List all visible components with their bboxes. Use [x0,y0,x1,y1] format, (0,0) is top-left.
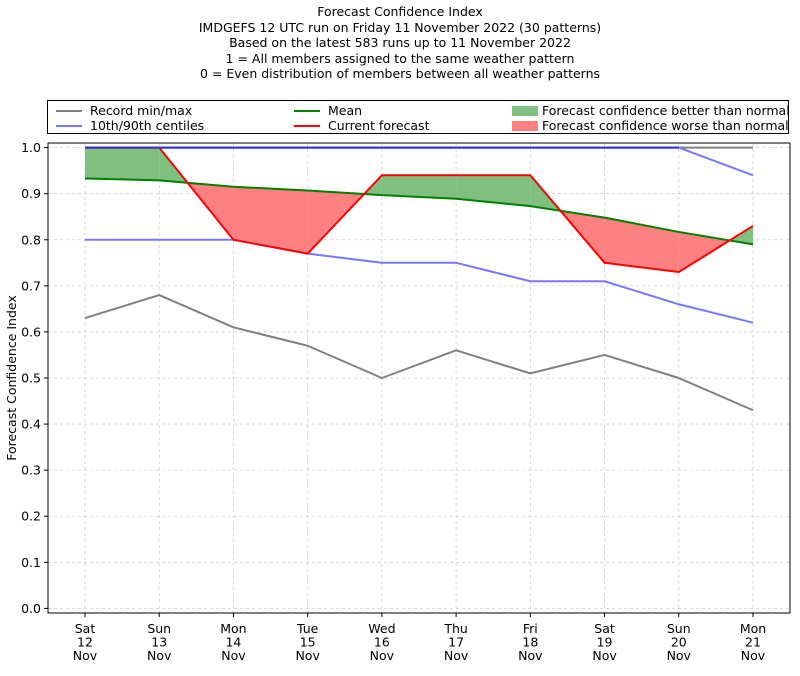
legend-label: Mean [328,103,363,118]
y-axis-label: Forecast Confidence Index [4,295,19,461]
y-tick-label: 0.8 [21,232,41,247]
x-tick-label-day: Thu [443,621,467,636]
fills [85,147,753,273]
x-tick-label-month: Nov [295,648,320,663]
x-tick-label-day: Fri [523,621,538,636]
x-axis: Sat12NovSun13NovMon14NovTue15NovWed16Nov… [73,613,766,663]
x-tick-label-date: 14 [225,635,241,650]
series-90th-centile [85,146,754,177]
x-tick-label-date: 12 [77,635,93,650]
legend-label: Forecast confidence worse than normal [542,118,789,133]
x-tick-label-date: 15 [300,635,316,650]
x-tick-label-month: Nov [221,648,246,663]
y-tick-label: 0.9 [21,186,41,201]
y-axis: 0.0 0.1 0.2 0.3 0.4 0.5 0.6 0.7 0.8 0.9 1.0 [21,140,48,616]
series-10th-centile [85,238,754,324]
legend-swatch [512,105,538,116]
legend: Record min/max 10th/90th centiles Mean C… [47,100,790,134]
series-mean [84,177,754,246]
x-tick-label-day: Sat [75,621,96,636]
x-tick-label-date: 19 [597,635,613,650]
x-tick-label-month: Nov [444,648,469,663]
x-tick-label-day: Tue [296,621,319,636]
x-tick-label-day: Mon [220,621,246,636]
legend-item-worse: Forecast confidence worse than normal [512,118,789,133]
subtitle-line: 0 = Even distribution of members between… [199,66,601,81]
legend-item-centiles: 10th/90th centiles [56,118,204,133]
y-tick-label: 1.0 [21,140,41,155]
subtitle-line: IMDGEFS 12 UTC run on Friday 11 November… [198,19,602,35]
x-tick-label-month: Nov [73,648,98,663]
y-tick-label: 0.1 [21,555,41,570]
x-tick-label-date: 21 [745,635,761,650]
x-tick-label-month: Nov [370,648,395,663]
x-tick-label-day: Sun [667,621,691,636]
x-tick-label-date: 13 [151,635,167,650]
fill-better [85,147,160,181]
fill-better [456,175,531,207]
x-tick-label-month: Nov [518,648,543,663]
x-tick-label-day: Sun [147,621,171,636]
legend-swatch [512,120,538,131]
y-tick-label: 0.2 [21,509,41,524]
y-tick-label: 0.6 [21,324,41,339]
legend-item-better: Forecast confidence better than normal [512,103,790,118]
legend-swatch [56,124,82,127]
fill-worse [678,231,730,273]
fill-better [381,175,457,199]
subtitle-line: 1 = All members assigned to the same wea… [225,50,575,66]
legend-item-current: Current forecast [294,118,429,133]
x-tick-label-month: Nov [667,648,692,663]
y-tick-label: 0.7 [21,278,41,293]
legend-item-mean: Mean [294,103,362,118]
x-tick-label-day: Sat [594,621,615,636]
x-tick-label-day: Mon [740,621,766,636]
x-tick-label-day: Wed [368,621,395,636]
x-tick-label-month: Nov [741,648,766,663]
series-record-min [84,294,754,412]
legend-label: Current forecast [328,118,430,133]
legend-label: 10th/90th centiles [90,118,205,133]
y-tick-label: 0.5 [21,371,41,386]
subtitle-line: Based on the latest 583 runs up to 11 No… [229,35,571,50]
legend-label: Forecast confidence better than normal [542,103,790,118]
legend-item-record: Record min/max [56,103,192,118]
x-tick-label-month: Nov [147,648,172,663]
x-tick-label-date: 18 [522,635,538,650]
series-current-forecast [85,146,754,274]
legend-label: Record min/max [90,103,193,118]
y-tick-label: 0.0 [21,601,41,616]
x-tick-label-month: Nov [592,648,617,663]
x-tick-label-date: 20 [671,635,687,650]
fill-worse [233,186,308,254]
chart-title: Forecast Confidence Index [317,4,483,19]
y-tick-label: 0.4 [21,417,41,432]
legend-swatch [56,109,82,112]
legend-swatch [294,124,320,127]
series-lines [84,146,754,412]
x-tick-label-date: 17 [448,635,464,650]
x-tick-label-date: 16 [374,635,390,650]
legend-swatch [294,109,320,112]
fill-worse [604,217,679,273]
chart-title-block: Forecast Confidence Index IMDGEFS 12 UTC… [0,4,800,82]
y-tick-label: 0.3 [21,463,41,478]
